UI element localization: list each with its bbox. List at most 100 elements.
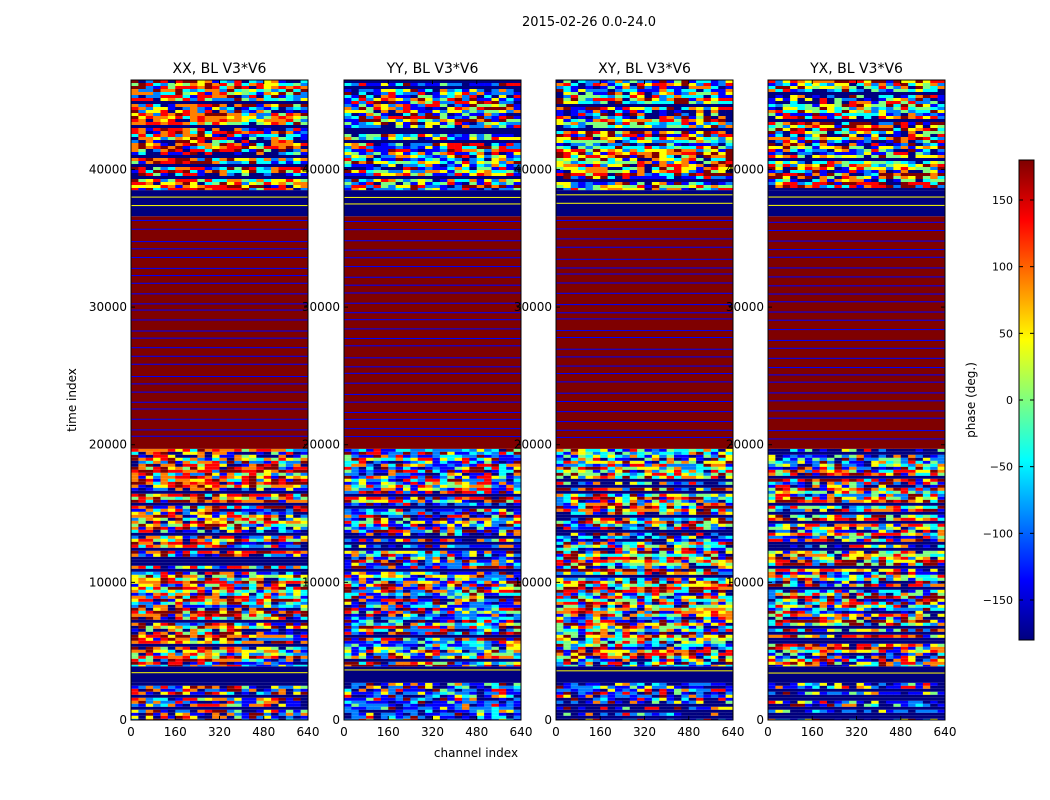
- heatmap-cell: [358, 565, 367, 569]
- heatmap-cell: [167, 454, 176, 458]
- heatmap-cell: [395, 616, 404, 620]
- heatmap-cell: [153, 586, 161, 590]
- heatmap-cell: [226, 113, 235, 116]
- heatmap-cell: [212, 98, 220, 101]
- heatmap-cell: [447, 601, 455, 605]
- heatmap-panel-1: XX, BL V3*V60 160 320 480 640010000200003000…: [89, 61, 320, 739]
- heatmap-cell: [234, 703, 242, 707]
- heatmap-cell: [175, 631, 183, 635]
- heatmap-cell: [249, 550, 257, 554]
- heatmap-cell: [351, 137, 360, 140]
- heatmap-cell: [447, 688, 455, 692]
- heatmap-cell: [447, 532, 455, 536]
- heatmap-cell: [432, 478, 441, 482]
- heatmap-cell: [234, 116, 242, 119]
- heatmap-cell: [462, 601, 470, 605]
- heatmap-cell: [380, 484, 389, 488]
- heatmap-cell: [175, 535, 183, 539]
- heatmap-cell: [160, 625, 169, 629]
- heatmap-cell: [476, 95, 485, 98]
- heatmap-cell: [263, 580, 272, 584]
- heatmap-cell: [417, 565, 426, 569]
- heatmap-cell: [219, 580, 228, 584]
- heatmap-cell: [204, 661, 213, 665]
- heatmap-cell: [263, 469, 272, 473]
- heatmap-cell: [506, 499, 514, 503]
- heatmap-cell: [234, 152, 242, 155]
- heatmap-cell: [403, 508, 411, 512]
- heatmap-cell: [256, 595, 265, 599]
- heatmap-cell: [249, 577, 257, 581]
- heatmap-cell: [462, 508, 470, 512]
- heatmap-cell: [425, 607, 433, 611]
- heatmap-cell: [212, 481, 220, 485]
- heatmap-cell: [160, 116, 169, 119]
- heatmap-cell: [145, 598, 154, 602]
- heatmap-cell: [469, 625, 478, 629]
- heatmap-cell: [351, 538, 360, 542]
- heatmap-cell: [138, 592, 147, 596]
- heatmap-cell: [410, 463, 419, 467]
- heatmap-cell: [190, 517, 198, 521]
- heatmap-cell: [351, 598, 360, 602]
- heatmap-cell: [403, 664, 411, 667]
- heatmap-cell: [403, 92, 411, 95]
- heatmap-cell: [234, 601, 242, 605]
- heatmap-cell: [167, 92, 176, 95]
- heatmap-cell: [256, 718, 265, 720]
- heatmap-cell: [145, 113, 154, 116]
- heatmap-cell: [380, 637, 389, 641]
- heatmap-cell: [226, 167, 235, 170]
- heatmap-cell: [167, 607, 176, 611]
- heatmap-cell: [219, 520, 228, 524]
- heatmap-cell: [300, 703, 309, 707]
- heatmap-cell: [234, 583, 242, 587]
- heatmap-cell: [197, 149, 206, 152]
- heatmap-band: [131, 666, 308, 683]
- heatmap-cell: [395, 589, 404, 593]
- heatmap-cell: [498, 517, 507, 521]
- heatmap-cell: [491, 562, 500, 566]
- heatmap-cell: [153, 481, 161, 485]
- heatmap-cell: [145, 523, 154, 527]
- heatmap-cell: [491, 703, 500, 707]
- heatmap-cell: [160, 595, 169, 599]
- heatmap-cell: [131, 586, 139, 590]
- heatmap-cell: [476, 110, 485, 113]
- heatmap-cell: [153, 92, 161, 95]
- heatmap-cell: [462, 637, 470, 641]
- heatmap-cell: [212, 505, 220, 509]
- heatmap-cell: [388, 616, 396, 620]
- heatmap-cell: [153, 478, 161, 482]
- heatmap-cell: [439, 703, 448, 707]
- heatmap-cell: [160, 703, 169, 707]
- heatmap-cell: [498, 703, 507, 707]
- heatmap-cell: [293, 577, 301, 581]
- heatmap-cell: [293, 463, 301, 467]
- heatmap-cell: [469, 583, 478, 587]
- heatmap-cell: [358, 652, 367, 656]
- heatmap-cell: [454, 649, 463, 653]
- heatmap-cell: [131, 613, 139, 617]
- heatmap-cell: [285, 152, 294, 155]
- heatmap-cell: [462, 523, 470, 527]
- heatmap-cell: [439, 589, 448, 593]
- heatmap-cell: [278, 170, 287, 173]
- heatmap-cell: [271, 625, 279, 629]
- heatmap-cell: [388, 682, 396, 686]
- heatmap-cell: [388, 580, 396, 584]
- heatmap-row: [131, 562, 308, 566]
- heatmap-cell: [249, 499, 257, 503]
- heatmap-cell: [373, 610, 382, 614]
- heatmap-cell: [454, 143, 463, 146]
- heatmap-cell: [469, 92, 478, 95]
- heatmap-cell: [293, 718, 301, 720]
- heatmap-cell: [454, 475, 463, 479]
- heatmap-cell: [300, 616, 309, 620]
- heatmap-cell: [506, 119, 514, 122]
- heatmap-cell: [241, 116, 250, 119]
- heatmap-cell: [285, 529, 294, 533]
- heatmap-cell: [226, 463, 235, 467]
- heatmap-cell: [219, 179, 228, 182]
- heatmap-cell: [204, 601, 213, 605]
